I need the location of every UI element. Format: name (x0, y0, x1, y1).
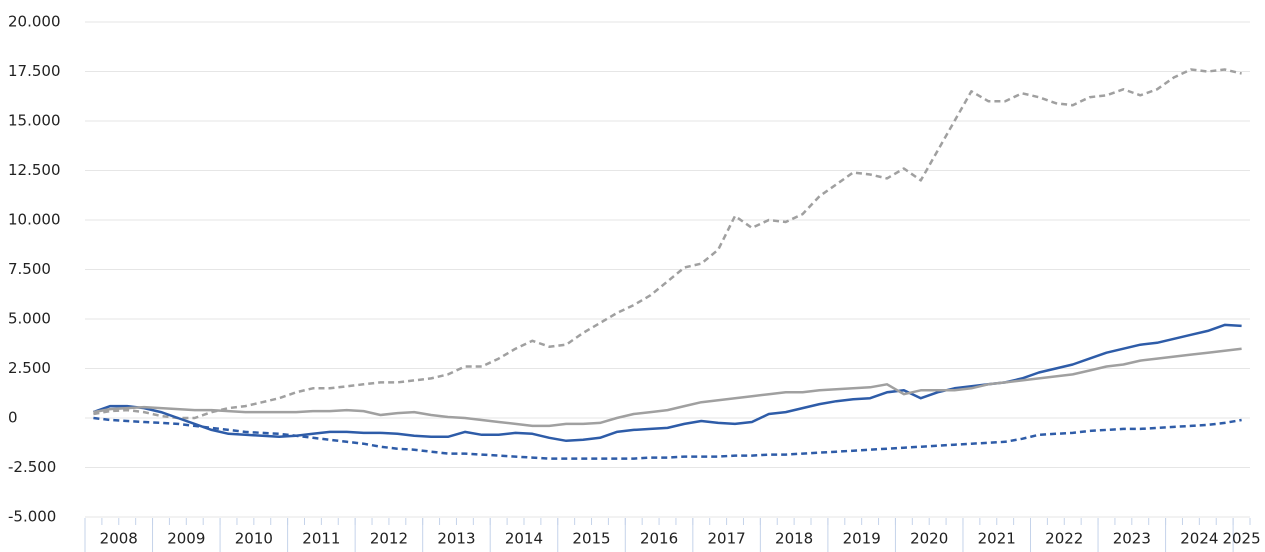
y-tick-label: 15.000 (8, 112, 61, 130)
y-tick-label: 20.000 (8, 13, 61, 31)
x-tick-label: 2018 (775, 530, 813, 548)
y-tick-label: 12.500 (8, 161, 61, 179)
y-tick-label: 17.500 (8, 62, 61, 80)
y-tick-label: -2.500 (8, 458, 56, 476)
y-tick-label: 0 (8, 409, 18, 427)
x-tick-label: 2009 (167, 530, 205, 548)
series-line (93, 416, 1242, 460)
x-tick-label: 2019 (843, 530, 881, 548)
x-tick-label: 2015 (572, 530, 610, 548)
y-tick-label: 10.000 (8, 211, 61, 229)
x-tick-label: 2020 (910, 530, 948, 548)
series-line (93, 68, 1242, 420)
x-tick-label: 2008 (100, 530, 138, 548)
x-tick-label: 2022 (1045, 530, 1083, 548)
x-tick-label: 2021 (978, 530, 1016, 548)
x-tick-label: 2010 (235, 530, 273, 548)
y-tick-label: 7.500 (8, 260, 51, 278)
series-line (92, 323, 1242, 443)
y-tick-label: -5.000 (8, 508, 56, 526)
x-tick-label: 2023 (1113, 530, 1151, 548)
series-line (93, 347, 1242, 428)
y-tick-label: 2.500 (8, 359, 51, 377)
x-tick-label: 2014 (505, 530, 543, 548)
x-tick-label: 2012 (370, 530, 408, 548)
x-tick-label: 2011 (302, 530, 340, 548)
x-tick-label: 2013 (437, 530, 475, 548)
x-tick-label: 2024 (1180, 530, 1218, 548)
y-tick-label: 5.000 (8, 310, 51, 328)
x-tick-label: 2016 (640, 530, 678, 548)
x-tick-label: 2025 (1222, 530, 1260, 548)
x-tick-label: 2017 (708, 530, 746, 548)
